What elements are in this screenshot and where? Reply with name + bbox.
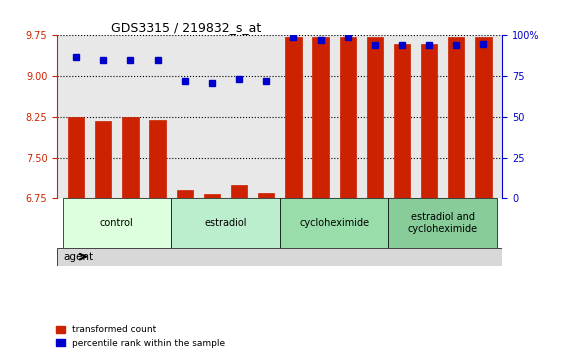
Bar	[367, 37, 383, 198]
Text: control: control	[100, 218, 134, 228]
Text: GDS3315 / 219832_s_at: GDS3315 / 219832_s_at	[111, 21, 261, 34]
Text: cycloheximide: cycloheximide	[299, 218, 369, 228]
Bar	[388, 198, 497, 248]
Bar	[68, 117, 85, 198]
Bar	[286, 37, 301, 198]
Bar	[171, 198, 280, 248]
Text: estradiol: estradiol	[204, 218, 247, 228]
Text: agent: agent	[64, 252, 94, 262]
Bar	[95, 121, 111, 198]
Bar	[63, 198, 171, 248]
Bar	[231, 185, 247, 198]
Bar	[312, 37, 329, 198]
Legend: transformed count, percentile rank within the sample: transformed count, percentile rank withi…	[56, 325, 226, 348]
Bar	[258, 193, 274, 198]
Bar	[280, 198, 388, 248]
Bar	[122, 117, 139, 198]
Bar	[150, 120, 166, 198]
Bar	[204, 194, 220, 198]
Bar	[475, 37, 492, 198]
Bar	[340, 37, 356, 198]
Bar	[176, 190, 193, 198]
Bar	[448, 37, 464, 198]
Bar	[421, 44, 437, 198]
Bar	[394, 44, 410, 198]
Text: estradiol and
cycloheximide: estradiol and cycloheximide	[408, 212, 478, 234]
